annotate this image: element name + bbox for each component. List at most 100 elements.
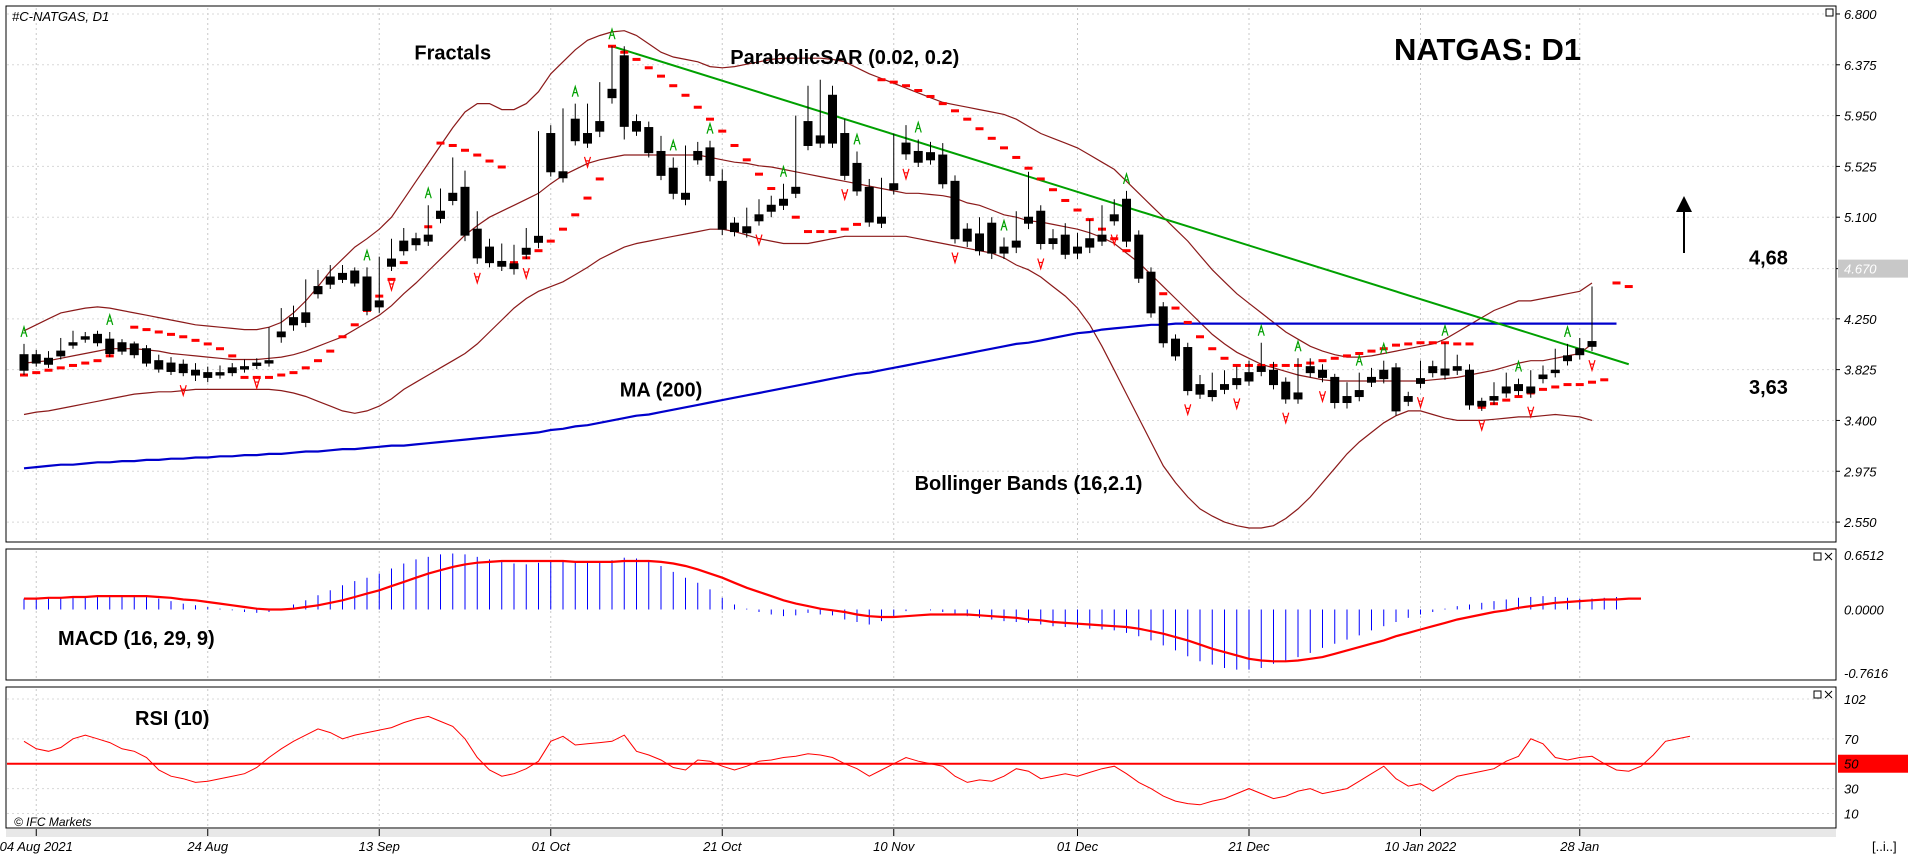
candle-body bbox=[448, 192, 458, 201]
fractal-up-icon bbox=[853, 132, 861, 145]
candle-body bbox=[31, 354, 41, 364]
candle-body bbox=[1109, 214, 1119, 222]
indicator-annotation: MA (200) bbox=[620, 380, 703, 402]
candle-body bbox=[411, 238, 421, 246]
price-panel-maximize-icon[interactable] bbox=[1825, 8, 1834, 17]
candle-body bbox=[656, 150, 666, 176]
candle-body bbox=[1587, 341, 1597, 347]
fractal-down-icon bbox=[755, 234, 763, 247]
time-axis-strip bbox=[6, 829, 1836, 837]
fractal-down-icon bbox=[1478, 419, 1486, 432]
price-panel-frame bbox=[5, 5, 1837, 543]
candle-body bbox=[1452, 366, 1462, 371]
candle-body bbox=[436, 210, 445, 219]
candle-body bbox=[1391, 367, 1401, 412]
candle-body bbox=[901, 142, 911, 155]
trendline-path bbox=[611, 45, 1630, 366]
indicator-annotation: ParabolicSAR (0.02, 0.2) bbox=[730, 47, 959, 69]
fractal-down-icon bbox=[1527, 406, 1535, 419]
candle-body bbox=[1011, 240, 1021, 248]
time-axis-label: 21 Dec bbox=[1227, 839, 1270, 854]
candle-body bbox=[1024, 216, 1033, 224]
fractal-up-icon bbox=[1000, 218, 1008, 231]
fractal-down-icon bbox=[1184, 404, 1192, 417]
ma200-line bbox=[23, 322, 1617, 470]
candle-body bbox=[325, 276, 335, 285]
candle-body bbox=[1122, 198, 1131, 242]
rsi-axis-label: 10 bbox=[1844, 807, 1859, 822]
candle-body bbox=[1428, 366, 1438, 374]
candle-body bbox=[44, 357, 53, 365]
candle-body bbox=[693, 150, 703, 161]
fractal-down-icon bbox=[1588, 359, 1596, 373]
fractal-down-icon bbox=[902, 168, 910, 181]
candle-body bbox=[546, 133, 556, 173]
candle-body bbox=[1256, 366, 1266, 372]
axis-labels: 6.800 6.375 5.950 5.525 5.100 4.670 4.250 3.825… bbox=[0, 7, 1908, 854]
corner-glyph: [..i..] bbox=[1872, 839, 1897, 854]
time-axis-label: 10 Nov bbox=[873, 839, 916, 854]
symbol-label: #C-NATGAS, D1 bbox=[12, 9, 109, 24]
candle-body bbox=[19, 354, 29, 371]
price-axis-label: 5.100 bbox=[1844, 210, 1877, 225]
candle-body bbox=[1403, 396, 1413, 402]
fractal-up-icon bbox=[706, 121, 714, 134]
candle-body bbox=[754, 214, 764, 222]
candle-body bbox=[607, 88, 617, 99]
candle-body bbox=[1036, 210, 1046, 245]
candle-body bbox=[374, 300, 384, 308]
fractal-up-icon bbox=[363, 248, 371, 261]
candle-body bbox=[595, 121, 605, 132]
candle-body bbox=[926, 152, 935, 161]
rsi-panel-controls-icon[interactable] bbox=[1813, 690, 1833, 699]
candle-body bbox=[460, 186, 470, 236]
price-axis-label: 6.800 bbox=[1844, 7, 1877, 22]
level-label: 3,63 bbox=[1749, 377, 1788, 399]
fractal-down-icon bbox=[253, 377, 261, 391]
candle-body bbox=[1158, 306, 1168, 344]
candle-body bbox=[1232, 378, 1242, 386]
candle-body bbox=[68, 342, 78, 346]
macd-panel-controls-icon[interactable] bbox=[1813, 552, 1833, 561]
candle-body bbox=[80, 336, 90, 340]
candle-body bbox=[485, 246, 494, 264]
candle-body bbox=[1330, 376, 1340, 404]
fractal-up-icon bbox=[106, 312, 114, 326]
up-arrow-icon bbox=[1676, 196, 1692, 253]
fractal-down-icon bbox=[473, 272, 481, 285]
annotations: Fractals ParabolicSAR (0.02, 0.2) MA (200)… bbox=[414, 42, 1788, 494]
price-axis-label: 5.950 bbox=[1844, 109, 1877, 124]
macd-title: MACD (16, 29, 9) bbox=[58, 628, 215, 650]
candle-body bbox=[1538, 374, 1548, 380]
candle-body bbox=[632, 121, 641, 132]
candle-body bbox=[534, 235, 543, 243]
time-axis-label: 01 Oct bbox=[532, 839, 572, 854]
fractal-down-icon bbox=[1233, 398, 1241, 411]
time-axis-label: 28 Jan bbox=[1559, 839, 1599, 854]
candle-body bbox=[350, 270, 360, 284]
candle-body bbox=[583, 133, 592, 144]
candle-body bbox=[1244, 372, 1254, 382]
candle-body bbox=[1354, 390, 1364, 398]
candle-body bbox=[301, 312, 311, 323]
price-axis-label: 2.975 bbox=[1843, 464, 1877, 479]
fractal-down-icon bbox=[1110, 234, 1118, 247]
candle-body bbox=[1207, 390, 1217, 398]
candle-body bbox=[962, 228, 972, 242]
price-axis-label: 5.525 bbox=[1844, 159, 1877, 174]
candle-body bbox=[1060, 234, 1070, 255]
rsi-axis-label: 30 bbox=[1844, 782, 1859, 797]
candle-body bbox=[105, 338, 115, 355]
fractal-down-icon bbox=[583, 156, 592, 169]
fractal-up-icon bbox=[669, 138, 677, 151]
candle-body bbox=[1367, 376, 1376, 383]
candle-body bbox=[730, 222, 739, 233]
fractal-down-icon bbox=[951, 252, 959, 265]
candle-body bbox=[1575, 348, 1585, 356]
current-price-label: 4.670 bbox=[1844, 262, 1877, 277]
candle-body bbox=[1550, 369, 1560, 374]
candle-body bbox=[779, 198, 788, 206]
price-axis-label: 4.250 bbox=[1844, 312, 1877, 327]
candle-body bbox=[742, 226, 752, 234]
candle-body bbox=[423, 234, 433, 242]
